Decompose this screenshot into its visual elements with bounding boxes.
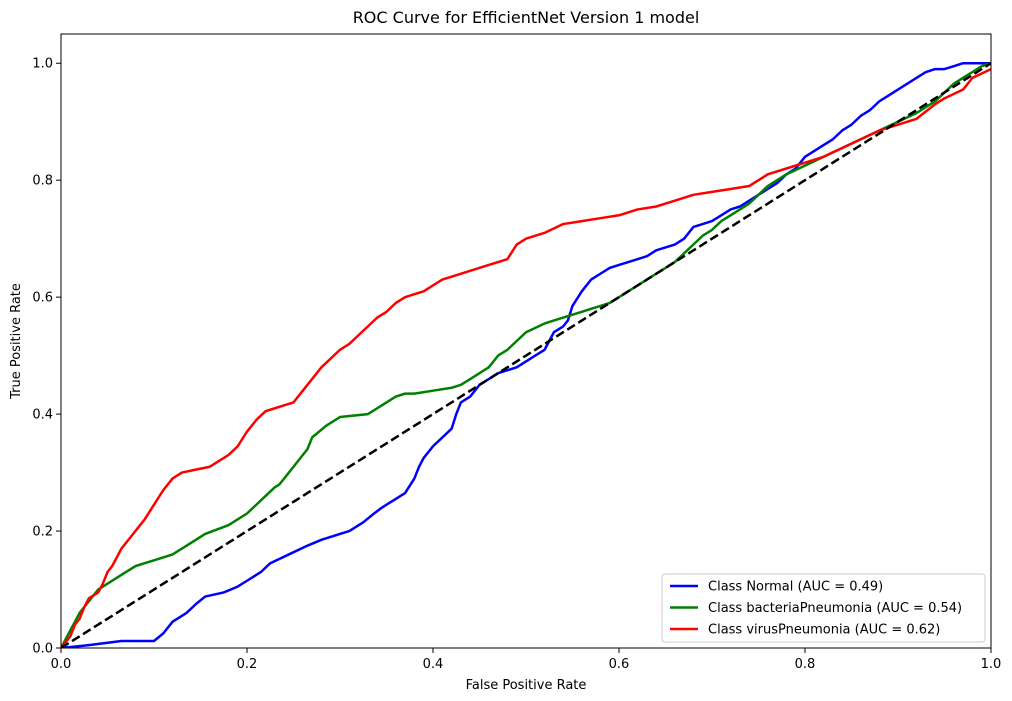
x-tick-label: 1.0 — [981, 657, 1002, 672]
x-tick-label: 0.2 — [237, 657, 258, 672]
legend-entry-label: Class Normal (AUC = 0.49) — [708, 580, 883, 595]
y-axis-label: True Positive Rate — [9, 283, 24, 400]
x-axis-label: False Positive Rate — [466, 678, 587, 693]
chart-title: ROC Curve for EfficientNet Version 1 mod… — [353, 8, 700, 27]
chance-diagonal-line — [61, 62, 991, 648]
y-tick-label: 0.2 — [32, 525, 53, 540]
legend: Class Normal (AUC = 0.49) Class bacteriaP… — [661, 573, 986, 643]
legend-entry-label: Class bacteriaPneumonia (AUC = 0.54) — [708, 601, 962, 616]
y-tick-label: 0.8 — [32, 174, 53, 189]
x-tick-label: 0.4 — [423, 657, 444, 672]
series-lines — [61, 61, 991, 648]
plot-area — [60, 33, 992, 649]
y-tick-label: 0.6 — [32, 291, 53, 306]
y-tick-label: 0.4 — [32, 408, 53, 423]
legend-entry-label: Class virusPneumonia (AUC = 0.62) — [708, 623, 940, 638]
legend-box — [661, 573, 986, 643]
y-tick-label: 0.0 — [32, 642, 53, 657]
plot-frame — [60, 33, 992, 649]
x-tick-label: 0.6 — [609, 657, 630, 672]
series-line-1 — [61, 62, 991, 648]
y-tick-label: 1.0 — [32, 57, 53, 72]
axis-ticks: 0.0 0.2 0.4 0.6 0.8 1.0 0.0 0.2 0.4 0.6 0.8 1.0 — [32, 57, 1001, 672]
series-line-0 — [61, 61, 991, 648]
series-line-2 — [61, 67, 991, 648]
x-tick-label: 0.0 — [51, 657, 72, 672]
x-tick-label: 0.8 — [795, 657, 816, 672]
